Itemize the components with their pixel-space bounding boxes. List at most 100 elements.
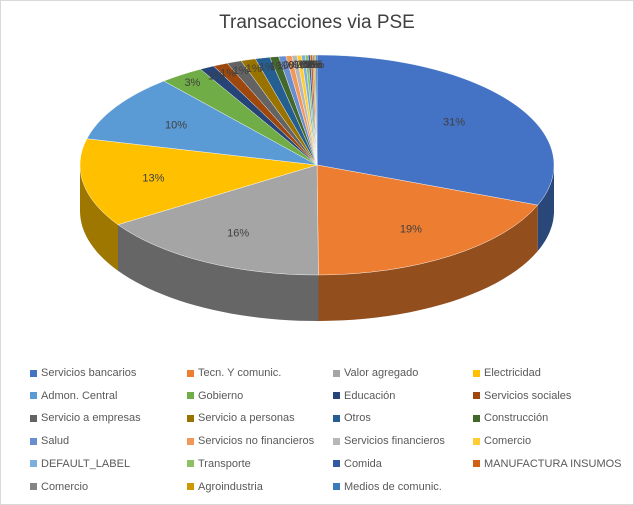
legend-label: Servicio a personas — [198, 412, 295, 425]
legend-swatch — [333, 392, 340, 400]
legend-item: Servicio a empresas — [30, 410, 141, 426]
pie-slice-side-0 — [537, 165, 554, 252]
legend-item: Agroindustria — [187, 479, 263, 495]
data-label-18: 0% — [302, 59, 318, 71]
legend-label: Comercio — [484, 435, 532, 448]
legend-label: Medios de comunic. — [344, 480, 442, 493]
pie-slice-side-1 — [318, 205, 538, 321]
chart-title: Transacciones via PSE — [219, 12, 415, 33]
pie-slice-22 — [315, 54, 318, 166]
legend-label: Electricidad — [484, 367, 541, 379]
legend-swatch — [187, 437, 194, 445]
data-label-22: 0% — [308, 59, 324, 71]
legend-item: Otros — [333, 410, 371, 426]
legend-label: Tecn. Y comunic. — [198, 367, 282, 379]
legend-item: Valor agregado — [333, 365, 418, 381]
legend-swatch — [30, 483, 37, 490]
legend-item: Electricidad — [473, 365, 541, 381]
legend-item: MANUFACTURA INSUMOS — [473, 456, 622, 472]
legend-item: Tecn. Y comunic. — [187, 365, 281, 381]
legend-item: Transporte — [187, 456, 251, 472]
pie-slice-3 — [79, 138, 318, 225]
data-label-16: 0% — [296, 59, 312, 71]
data-label-2: 16% — [227, 228, 249, 240]
data-label-11: 1% — [270, 61, 286, 73]
legend-swatch — [30, 369, 37, 377]
data-label-6: 1% — [208, 70, 224, 82]
legend-swatch — [333, 483, 340, 490]
pie-slice-1 — [316, 164, 539, 276]
legend-swatch — [30, 392, 37, 400]
data-label-13: 0% — [283, 60, 299, 72]
legend-label: Servicios no financieros — [198, 435, 315, 448]
data-label-0: 31% — [443, 117, 465, 129]
pie-side-walls — [80, 165, 554, 321]
legend-item: Salud — [30, 433, 69, 449]
legend-label: Servicio a empresas — [41, 412, 141, 425]
legend-label: Comercio — [41, 480, 89, 493]
legend-swatch — [473, 460, 480, 468]
legend-item: Medios de comunic. — [333, 479, 442, 495]
legend-swatch — [333, 460, 340, 468]
legend-label: Salud — [41, 435, 70, 448]
legend-swatch — [473, 369, 480, 377]
legend-item: Construcción — [473, 410, 548, 426]
legend-label: Servicios sociales — [484, 389, 572, 402]
legend-swatch — [30, 437, 37, 445]
legend-label: Servicios financieros — [344, 435, 445, 448]
data-label-14: 0% — [288, 59, 304, 71]
legend-swatch — [187, 369, 194, 377]
legend-item: Gobierno — [187, 388, 243, 404]
data-label-12: 1% — [277, 60, 293, 72]
legend-item: Servicios sociales — [473, 388, 571, 404]
pie-slice-0 — [316, 54, 555, 206]
legend-label: Gobierno — [198, 389, 244, 402]
data-label-10: 1% — [259, 62, 275, 74]
legend-item: Servicios no financieros — [187, 433, 314, 449]
legend-item: Educación — [333, 388, 395, 404]
legend-swatch — [30, 460, 37, 468]
legend-label: Comida — [344, 457, 382, 470]
pie-slice-2 — [117, 164, 319, 276]
legend-label: Valor agregado — [344, 367, 419, 379]
legend-item: DEFAULT_LABEL — [30, 456, 130, 472]
pie-slice-side-3 — [80, 165, 118, 271]
legend-swatch — [473, 414, 480, 422]
data-label-8: 1% — [233, 65, 249, 77]
legend-swatch — [333, 437, 340, 445]
legend-swatch — [187, 392, 194, 400]
legend-swatch — [333, 414, 340, 422]
data-label-21: 0% — [307, 59, 323, 71]
legend-label: MANUFACTURA INSUMOS — [484, 457, 622, 470]
legend-label: Educación — [344, 389, 396, 402]
data-labels: 31%19%16%13%10%3%1%1%1%1%1%1%1%0%0%0%0%0… — [142, 59, 465, 240]
legend-item: Servicios financieros — [333, 433, 445, 449]
legend-swatch — [333, 369, 340, 377]
data-label-7: 1% — [220, 68, 236, 80]
legend-swatch — [187, 414, 194, 422]
legend-swatch — [187, 483, 194, 490]
legend-swatch — [473, 437, 480, 445]
legend-label: DEFAULT_LABEL — [41, 457, 131, 470]
legend-label: Construcción — [484, 412, 549, 425]
legend-swatch — [473, 392, 480, 400]
data-label-1: 19% — [400, 224, 422, 236]
legend-item: Servicios bancarios — [30, 365, 136, 381]
legend-item: Servicio a personas — [187, 410, 295, 426]
legend-label: Agroindustria — [198, 480, 263, 493]
data-label-17: 0% — [299, 59, 315, 71]
data-label-15: 0% — [293, 59, 309, 71]
pie-top — [79, 54, 555, 276]
data-label-4: 10% — [165, 119, 187, 131]
legend-swatch — [30, 414, 37, 422]
legend-label: Otros — [344, 412, 371, 425]
data-label-19: 0% — [304, 59, 320, 71]
legend-item: Admon. Central — [30, 388, 117, 404]
pie-slice-4 — [86, 80, 318, 166]
data-label-5: 3% — [184, 77, 200, 89]
legend-item: Comida — [333, 456, 382, 472]
legend-item: Comercio — [30, 479, 88, 495]
data-label-20: 0% — [306, 59, 322, 71]
legend-swatch — [187, 460, 194, 468]
legend-label: Transporte — [198, 457, 251, 470]
